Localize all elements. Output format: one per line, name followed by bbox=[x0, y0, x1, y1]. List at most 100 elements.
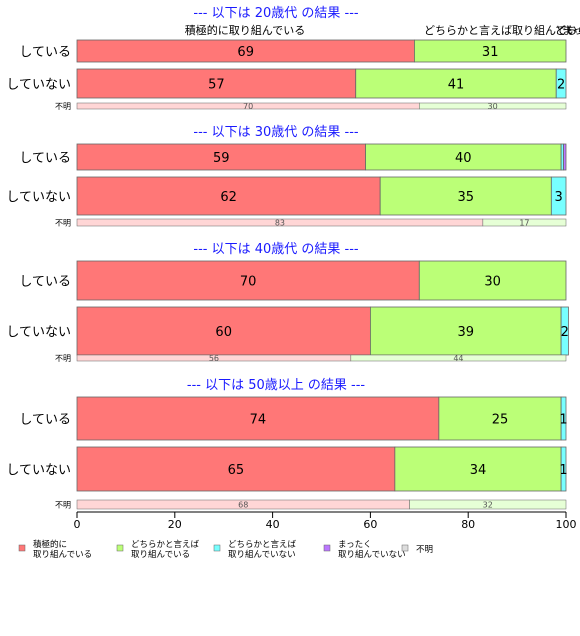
x-tick-label: 100 bbox=[556, 518, 577, 531]
bar-segment bbox=[76, 260, 420, 301]
legend-label: 取り組んでいない bbox=[228, 549, 296, 560]
bar-segment bbox=[560, 396, 567, 441]
row-label: している bbox=[19, 413, 71, 428]
data-label: 69 bbox=[237, 45, 254, 60]
data-label: 41 bbox=[448, 78, 465, 93]
bar-row: している 69 31 bbox=[19, 39, 567, 63]
bar-segment bbox=[438, 396, 562, 441]
data-label: 34 bbox=[470, 463, 487, 478]
chart-legend: 積極的に取り組んでいるどちらかと言えば取り組んでいるどちらかと言えば取り組んでい… bbox=[18, 539, 433, 560]
category-label: 積極的に取り組んでいる bbox=[185, 23, 305, 37]
data-label: 83 bbox=[275, 219, 285, 228]
bar-segment bbox=[76, 446, 396, 492]
data-label: 35 bbox=[457, 190, 474, 205]
bar-segment bbox=[550, 176, 567, 216]
data-label: 59 bbox=[213, 151, 230, 166]
legend-entry: 不明 bbox=[401, 544, 433, 555]
data-label: 1 bbox=[559, 413, 567, 428]
panel-1: --- 以下は 20歳代 の結果 --- している 69 31 していない 57 41 2 不明… bbox=[6, 6, 567, 111]
data-label: 2 bbox=[561, 325, 569, 340]
bar-segment bbox=[76, 306, 371, 356]
data-label: 44 bbox=[453, 354, 463, 363]
row-label: していない bbox=[6, 325, 71, 340]
data-label: 31 bbox=[482, 45, 499, 60]
data-label: 2 bbox=[557, 78, 565, 93]
data-label: 70 bbox=[243, 102, 253, 111]
legend-swatch bbox=[401, 544, 409, 552]
data-label: 3 bbox=[555, 190, 563, 205]
data-label: 30 bbox=[484, 275, 501, 290]
bar-segment bbox=[482, 218, 567, 227]
bar-segment bbox=[419, 102, 567, 110]
row-label: 不明 bbox=[55, 354, 71, 363]
data-label: 56 bbox=[209, 354, 219, 363]
row-label: していない bbox=[6, 78, 71, 93]
bar-segment bbox=[350, 354, 567, 362]
row-label: している bbox=[19, 151, 71, 166]
panel-title: --- 以下は 40歳代 の結果 --- bbox=[193, 242, 359, 257]
data-label: 32 bbox=[483, 501, 493, 510]
bar-row: している 70 30 bbox=[19, 260, 567, 301]
bar-row: していない 65 34 1 bbox=[6, 446, 568, 492]
bar-row: 不明 68 32 bbox=[55, 499, 567, 510]
x-tick-label: 0 bbox=[74, 518, 81, 531]
bar-segment bbox=[418, 260, 567, 301]
panel-title: --- 以下は 30歳代 の結果 --- bbox=[193, 125, 359, 140]
x-tick-label: 40 bbox=[266, 518, 280, 531]
legend-label: 取り組んでいない bbox=[338, 549, 406, 560]
row-label: している bbox=[19, 275, 71, 290]
data-label: 62 bbox=[220, 190, 237, 205]
panel-4: --- 以下は 50歳以上 の結果 --- している 74 25 1 していない 65 34 1… bbox=[6, 378, 567, 510]
legend-entry: 積極的に取り組んでいる bbox=[18, 539, 92, 560]
bar-segment bbox=[76, 396, 440, 441]
data-label: 40 bbox=[455, 151, 472, 166]
row-label: 不明 bbox=[55, 501, 71, 510]
data-label: 25 bbox=[492, 413, 509, 428]
bar-row: 不明 83 17 bbox=[55, 218, 567, 228]
panel-title: --- 以下は 50歳以上 の結果 --- bbox=[187, 378, 366, 393]
bar-segment bbox=[76, 68, 357, 99]
row-label: していない bbox=[6, 190, 71, 205]
bar-segment bbox=[560, 446, 567, 492]
bar-segment bbox=[394, 446, 562, 492]
bar-row: していない 60 39 2 bbox=[6, 306, 569, 356]
x-tick-label: 60 bbox=[363, 518, 377, 531]
bar-segment bbox=[409, 499, 567, 510]
row-label: していない bbox=[6, 463, 71, 478]
data-label: 1 bbox=[559, 463, 567, 478]
data-label: 39 bbox=[457, 325, 474, 340]
panel-2: --- 以下は 30歳代 の結果 --- している 59 40 していない 62 35 3 不明… bbox=[6, 125, 567, 228]
category-label: どちらかと言えば取り組んでいる bbox=[424, 24, 580, 37]
bar-row: 不明 56 44 bbox=[55, 354, 567, 363]
data-label: 68 bbox=[238, 501, 248, 510]
bar-segment bbox=[365, 143, 562, 171]
bar-segment bbox=[563, 143, 567, 171]
legend-label: どちらかと言えば bbox=[131, 539, 200, 550]
data-label: 74 bbox=[250, 413, 267, 428]
legend-swatch bbox=[116, 544, 124, 552]
data-label: 57 bbox=[208, 78, 225, 93]
bar-segment bbox=[414, 39, 567, 63]
top-category-labels: 積極的に取り組んでいる どちらかと言えば取り組んでいるどちらかと言えば取り組んでい… bbox=[185, 23, 580, 37]
bar-row: 不明 70 30 bbox=[55, 102, 567, 111]
legend-swatch bbox=[323, 544, 331, 552]
legend-entry: どちらかと言えば取り組んでいる bbox=[116, 539, 200, 560]
legend-label: 取り組んでいる bbox=[33, 549, 92, 560]
bar-row: している 59 40 bbox=[19, 143, 567, 171]
row-label: している bbox=[19, 45, 71, 60]
data-label: 65 bbox=[228, 463, 245, 478]
row-label: 不明 bbox=[55, 219, 71, 228]
legend-label: 取り組んでいる bbox=[131, 549, 190, 560]
legend-label: 不明 bbox=[416, 545, 433, 555]
x-tick-label: 20 bbox=[168, 518, 182, 531]
legend-label: まったく bbox=[338, 540, 372, 550]
data-label: 17 bbox=[519, 219, 529, 228]
bar-segment bbox=[369, 306, 562, 356]
row-label: 不明 bbox=[55, 102, 71, 111]
legend-label: 積極的に bbox=[33, 539, 67, 550]
